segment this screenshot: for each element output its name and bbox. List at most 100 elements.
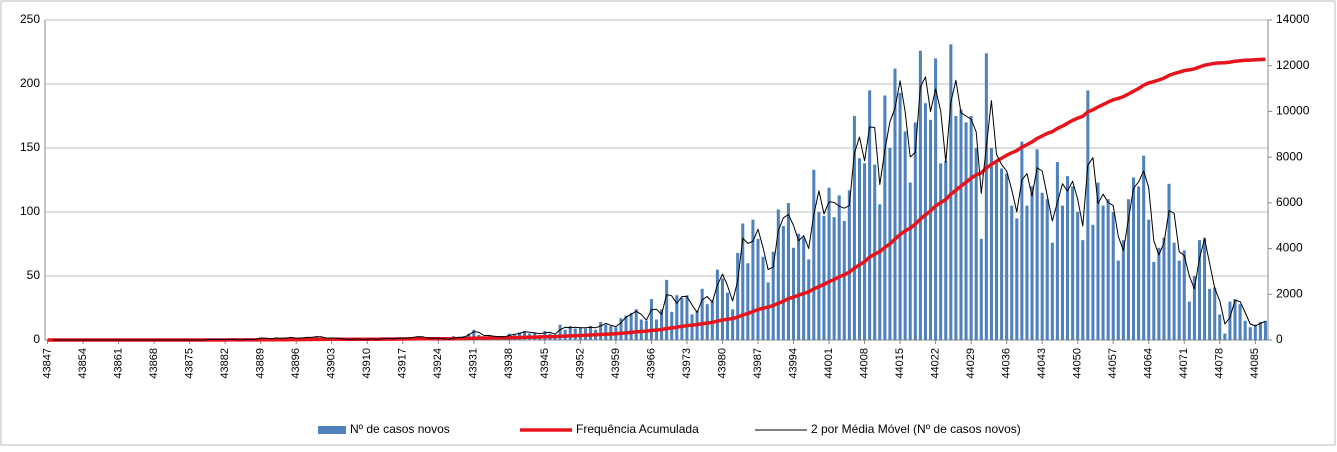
x-tick-label: 44071: [1178, 348, 1190, 379]
bar: [959, 109, 963, 340]
x-tick-label: 43882: [219, 348, 231, 379]
y-tick-label: 0: [33, 332, 40, 346]
x-tick-label: 44008: [858, 348, 870, 379]
y-tick-label: 100: [20, 204, 40, 218]
bar: [731, 309, 735, 340]
line: [52, 76, 1266, 341]
bar: [1030, 186, 1034, 340]
y2-tick-label: 2000: [1276, 286, 1303, 300]
bar: [523, 331, 527, 340]
bar: [1025, 205, 1029, 340]
bar: [974, 148, 978, 340]
bar: [1172, 242, 1176, 340]
bar: [1060, 205, 1064, 340]
y2-tick-label: 10000: [1276, 104, 1310, 118]
bar: [1142, 155, 1146, 340]
bar: [1040, 192, 1044, 340]
bar: [634, 309, 638, 340]
bar: [903, 131, 907, 340]
bar: [1076, 212, 1080, 340]
bar: [822, 215, 826, 340]
bar: [1066, 176, 1070, 340]
bar: [619, 318, 623, 340]
bar: [1152, 261, 1156, 340]
bar: [847, 190, 851, 340]
x-tick-label: 44022: [930, 348, 942, 379]
bar: [923, 103, 927, 340]
bar: [1071, 186, 1075, 340]
bar: [720, 278, 724, 340]
bar: [1096, 182, 1100, 340]
bar: [599, 322, 603, 340]
legend-swatch: [318, 426, 346, 434]
bar: [675, 295, 679, 340]
bar: [568, 325, 572, 340]
y2-tick-label: 8000: [1276, 149, 1303, 163]
bar: [761, 256, 765, 340]
bar: [842, 220, 846, 340]
bar: [827, 187, 831, 340]
bar: [1106, 199, 1110, 340]
bar: [1218, 314, 1222, 340]
bar: [878, 204, 882, 340]
x-tick-label: 43938: [503, 348, 515, 379]
bar: [649, 299, 653, 340]
bar: [776, 209, 780, 340]
bar: [929, 119, 933, 340]
bar: [1208, 288, 1212, 340]
x-tick-label: 44015: [894, 348, 906, 379]
bar: [1086, 90, 1090, 341]
bar: [736, 252, 740, 340]
bar: [939, 163, 943, 340]
x-tick-label: 43959: [610, 348, 622, 379]
x-tick-label: 43987: [752, 348, 764, 379]
bar: [934, 58, 938, 341]
bar: [868, 90, 872, 341]
bar: [852, 116, 856, 340]
x-tick-label: 44064: [1143, 348, 1155, 379]
bar: [1223, 333, 1227, 340]
bar: [1091, 224, 1095, 340]
x-tick-label: 43952: [574, 348, 586, 379]
bar: [1192, 276, 1196, 340]
bar: [1055, 162, 1059, 340]
bar: [1045, 199, 1049, 340]
x-tick-label: 43847: [41, 348, 53, 379]
x-tick-label: 43854: [77, 348, 89, 379]
legend-label: Frequência Acumulada: [576, 422, 699, 436]
bar: [1238, 304, 1242, 340]
bar: [670, 311, 674, 340]
legend-label: Nº de casos novos: [350, 422, 450, 436]
bar: [944, 160, 948, 340]
y2-tick-label: 12000: [1276, 58, 1310, 72]
x-tick-label: 44043: [1036, 348, 1048, 379]
bar: [979, 238, 983, 340]
bar: [1253, 324, 1257, 340]
x-tick-label: 43945: [539, 348, 551, 379]
y-tick-label: 250: [20, 12, 40, 26]
bar: [1243, 320, 1247, 340]
bar: [1147, 219, 1151, 340]
bar: [857, 158, 862, 340]
x-tick-label: 44078: [1214, 348, 1226, 379]
bar: [1020, 141, 1024, 340]
bar: [797, 233, 801, 340]
bar: [558, 324, 562, 340]
bar: [1213, 287, 1217, 340]
x-tick-label: 43861: [112, 348, 124, 379]
y-tick-label: 150: [20, 140, 40, 154]
bar: [1116, 260, 1120, 340]
x-tick-label: 43868: [148, 348, 160, 379]
bar: [715, 269, 719, 340]
x-tick-label: 43889: [255, 348, 267, 379]
bar: [746, 263, 750, 340]
bar: [969, 116, 973, 340]
bar: [700, 288, 704, 340]
x-tick-label: 43903: [326, 348, 338, 379]
bar: [665, 279, 669, 340]
bar: [791, 247, 796, 340]
x-tick-label: 44036: [1001, 348, 1013, 379]
bar: [1121, 240, 1125, 340]
bar: [918, 50, 922, 340]
bar: [1101, 205, 1105, 340]
